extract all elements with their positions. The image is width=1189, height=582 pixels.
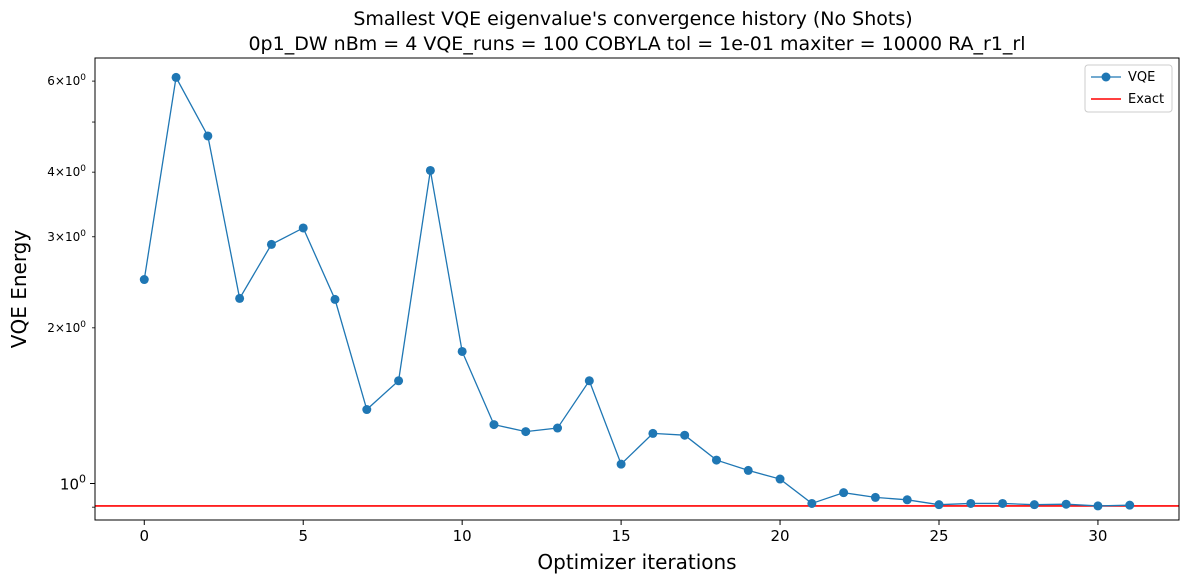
- x-tick-label: 10: [453, 527, 472, 545]
- vqe-point: [839, 488, 849, 498]
- vqe-point: [298, 223, 308, 233]
- chart-title: Smallest VQE eigenvalue's convergence hi…: [353, 8, 912, 30]
- vqe-point: [775, 474, 785, 484]
- vqe-point: [139, 275, 149, 285]
- vqe-point: [966, 498, 976, 508]
- vqe-line: [143, 75, 1130, 507]
- vqe-point: [807, 498, 817, 508]
- vqe-point: [394, 376, 404, 386]
- y-tick-label: 4×100: [47, 164, 86, 179]
- y-tick-label: 3×100: [47, 229, 86, 244]
- vqe-point: [1125, 500, 1135, 510]
- y-axis: 100 2×100 3×100 4×100 6×100: [47, 73, 95, 508]
- vqe-point: [584, 376, 594, 386]
- vqe-point: [171, 72, 181, 82]
- vqe-point: [648, 428, 658, 438]
- vqe-point: [235, 293, 245, 303]
- vqe-point: [934, 500, 944, 510]
- legend-exact-label: Exact: [1128, 92, 1164, 107]
- y-tick-label: 100: [60, 473, 86, 494]
- vqe-point: [1061, 499, 1071, 509]
- vqe-point: [616, 459, 626, 469]
- vqe-point: [330, 294, 340, 304]
- x-axis-label: Optimizer iterations: [537, 550, 736, 574]
- vqe-point: [1093, 501, 1103, 511]
- vqe-point: [362, 405, 372, 415]
- vqe-point: [203, 131, 213, 141]
- vqe-point: [902, 495, 912, 505]
- plot-frame: [94, 57, 1180, 521]
- y-tick-label: 2×100: [47, 320, 86, 335]
- vqe-point: [457, 346, 467, 356]
- x-tick-label: 25: [929, 527, 948, 545]
- legend: VQE Exact: [1084, 64, 1173, 113]
- x-tick-label: 20: [771, 527, 790, 545]
- plot-area: [95, 72, 1179, 511]
- vqe-point: [266, 239, 276, 249]
- x-axis: 0 5 10 15 20 25 30: [139, 520, 1107, 545]
- x-tick-label: 0: [139, 527, 149, 545]
- y-tick-label: 6×100: [47, 73, 86, 88]
- vqe-point: [870, 492, 880, 502]
- vqe-point: [711, 455, 721, 465]
- chart-subtitle: 0p1_DW nBm = 4 VQE_runs = 100 COBYLA tol…: [248, 33, 1025, 55]
- vqe-point: [489, 420, 499, 430]
- vqe-point: [998, 498, 1008, 508]
- y-axis-label: VQE Energy: [7, 230, 31, 349]
- vqe-point: [680, 430, 690, 440]
- vqe-point: [425, 165, 435, 175]
- vqe-point: [1029, 500, 1039, 510]
- vqe-point: [521, 427, 531, 437]
- legend-vqe-marker: [1101, 72, 1111, 82]
- vqe-point: [743, 465, 753, 475]
- x-tick-label: 15: [612, 527, 631, 545]
- legend-vqe-label: VQE: [1128, 70, 1155, 85]
- x-tick-label: 5: [298, 527, 308, 545]
- vqe-point: [553, 423, 563, 433]
- x-tick-label: 30: [1088, 527, 1107, 545]
